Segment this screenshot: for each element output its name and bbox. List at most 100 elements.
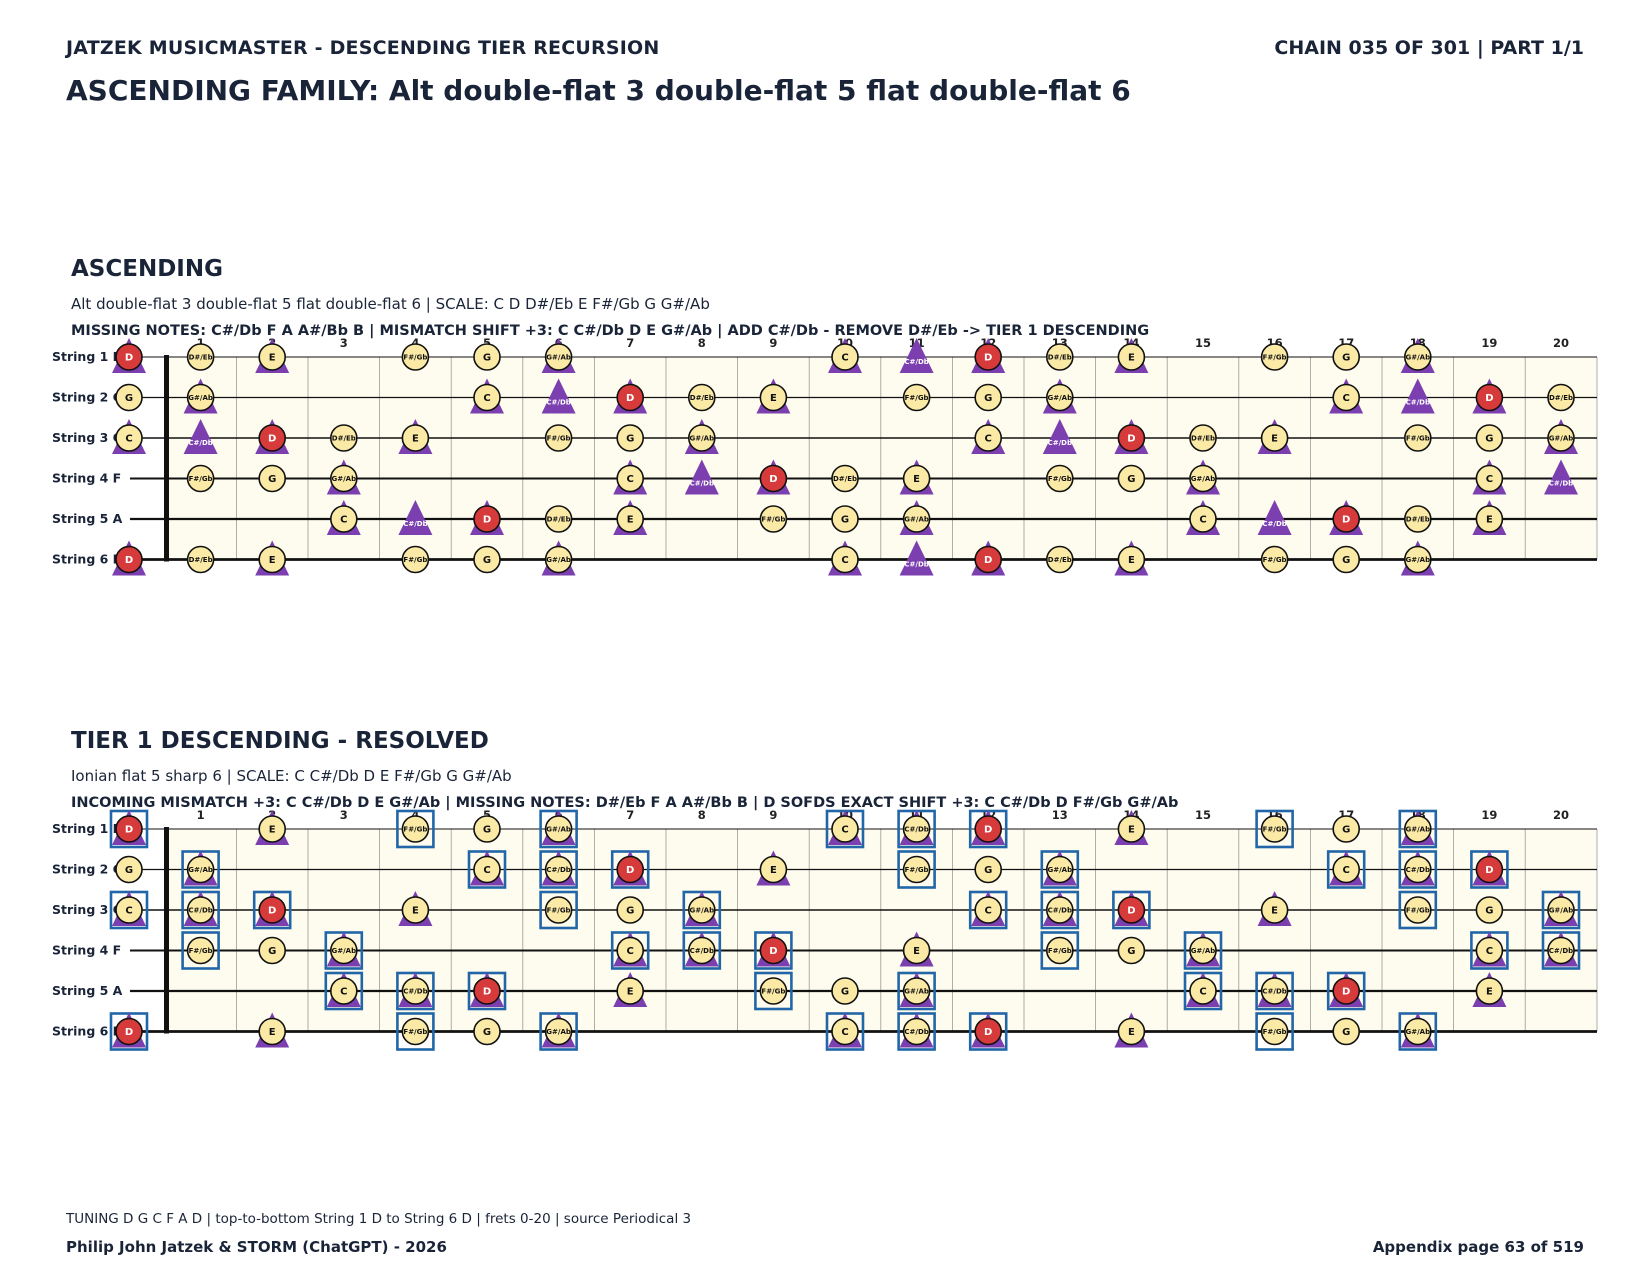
- note-label: D: [1485, 865, 1493, 876]
- note-circle: [1547, 424, 1575, 452]
- note-circle: [1404, 424, 1432, 452]
- note-marker-g: G: [1475, 896, 1504, 924]
- note-label: G: [483, 825, 491, 836]
- note-marker-dsharp-eb: D#/Eb: [1046, 545, 1074, 574]
- note-label: D#/Eb: [189, 556, 213, 564]
- note-marker-e: E: [1472, 500, 1507, 535]
- fret-number: 3: [340, 336, 348, 350]
- note-label: E: [1271, 906, 1278, 917]
- note-label: E: [269, 1027, 276, 1038]
- note-label: G: [268, 946, 276, 957]
- note-label: D: [1485, 393, 1493, 404]
- note-label: G: [1342, 1027, 1350, 1038]
- note-circle: [186, 464, 215, 493]
- note-label: F#/Gb: [761, 516, 785, 524]
- fret-number: 13: [1052, 808, 1068, 822]
- note-circle: [1117, 545, 1146, 574]
- note-marker-d: D: [1114, 419, 1149, 454]
- note-marker-csharp-db: C#/Db: [181, 890, 220, 930]
- box-marker: [396, 809, 435, 849]
- note-circle: [1332, 545, 1360, 574]
- string-label: String 6 D: [52, 1024, 123, 1039]
- triangle-label: C#/Db: [546, 399, 570, 407]
- box-marker: [539, 890, 578, 930]
- note-circle: [544, 545, 573, 574]
- note-marker-d: D: [467, 971, 507, 1011]
- root-circle: [974, 545, 1003, 574]
- note-marker-d: D: [112, 540, 146, 576]
- note-label: G#/Ab: [1191, 475, 1216, 483]
- header-title: JATZEK MUSICMASTER - DESCENDING TIER REC…: [66, 37, 660, 59]
- note-marker-csharp-db: C#/Db: [1255, 971, 1294, 1011]
- note-marker-c: C: [112, 419, 146, 454]
- note-circle: [902, 855, 931, 884]
- triangle-label: C#/Db: [1262, 520, 1286, 528]
- note-circle: [258, 936, 287, 965]
- note-label: G: [125, 393, 133, 404]
- note-circle: [902, 1017, 931, 1046]
- note-marker-d: D: [613, 378, 648, 414]
- note-marker-g: G: [473, 815, 501, 843]
- triangle-label: C#/Db: [1406, 399, 1430, 407]
- note-marker-d: D: [109, 809, 149, 849]
- note-circle: [1404, 343, 1432, 371]
- nut: [164, 355, 169, 562]
- note-label: C: [1199, 515, 1206, 526]
- note-circle: [759, 383, 788, 412]
- note-label: D: [483, 515, 491, 526]
- note-marker-csharp-db: C#/Db: [1042, 419, 1077, 454]
- note-label: D: [1127, 434, 1135, 445]
- note-circle: [329, 977, 358, 1005]
- note-circle: [1475, 505, 1504, 533]
- note-circle: [544, 1017, 573, 1046]
- root-circle: [258, 896, 287, 924]
- note-marker-g: G: [974, 855, 1003, 884]
- note-circle: [974, 855, 1003, 884]
- fret-number: 4: [411, 336, 419, 350]
- note-label: E: [412, 434, 419, 445]
- note-marker-e: E: [1114, 540, 1149, 576]
- note-label: C: [340, 515, 347, 526]
- note-circle: [1189, 464, 1217, 493]
- note-circle: [401, 343, 430, 371]
- note-marker-csharp-db: C#/Db: [684, 459, 719, 495]
- note-marker-dsharp-eb: D#/Eb: [186, 545, 215, 574]
- note-circle: [258, 343, 287, 371]
- note-label: G#/Ab: [1405, 1028, 1430, 1036]
- note-label: G: [1342, 353, 1350, 364]
- note-marker-fsharp-gb: F#/Gb: [1046, 464, 1074, 493]
- note-label: E: [1486, 987, 1493, 998]
- triangle-label: C#/Db: [904, 561, 928, 569]
- note-circle: [1260, 977, 1289, 1005]
- note-circle: [1547, 936, 1575, 965]
- note-label: G: [125, 865, 133, 876]
- note-circle: [329, 424, 358, 452]
- fret-number: 20: [1553, 336, 1569, 350]
- note-circle: [115, 383, 143, 412]
- note-marker-d: D: [252, 890, 292, 930]
- note-label: G#/Ab: [188, 866, 213, 874]
- note-circle: [1046, 855, 1074, 884]
- note-marker-dsharp-eb: D#/Eb: [687, 383, 716, 412]
- note-label: G#/Ab: [1047, 866, 1072, 874]
- note-label: G: [626, 906, 634, 917]
- note-label: G#/Ab: [1191, 947, 1216, 955]
- note-circle: [759, 855, 788, 884]
- note-label: F#/Gb: [189, 475, 213, 483]
- box-marker: [754, 971, 793, 1011]
- note-marker-csharp-db: C#/Db: [398, 500, 433, 535]
- note-marker-g: G: [974, 383, 1003, 412]
- note-circle: [1475, 424, 1504, 452]
- triangle-marker: [541, 378, 576, 414]
- note-marker-gsharp-ab: G#/Ab: [324, 931, 364, 970]
- note-label: G#/Ab: [188, 394, 213, 402]
- note-circle: [544, 424, 573, 452]
- root-circle: [1475, 383, 1504, 412]
- note-circle: [1189, 505, 1217, 533]
- root-circle: [616, 855, 645, 884]
- note-marker-c: C: [1326, 850, 1366, 889]
- note-marker-fsharp-gb: F#/Gb: [1260, 545, 1289, 574]
- note-marker-d: D: [1326, 971, 1366, 1011]
- note-marker-fsharp-gb: F#/Gb: [1255, 1012, 1294, 1051]
- note-circle: [1404, 815, 1432, 843]
